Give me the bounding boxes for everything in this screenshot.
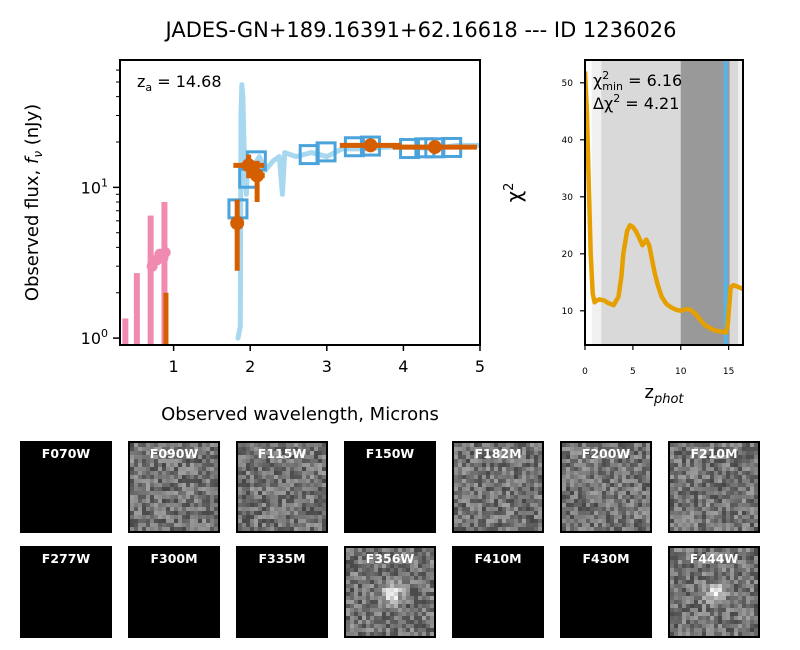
stamp-image-f115w — [238, 443, 326, 531]
stamp-f210m: F210M — [668, 441, 760, 533]
stamp-f300m: F300M — [128, 546, 220, 638]
chi2-annotation-min: χ2 min = 6.16 — [593, 69, 682, 93]
chi2-ytick-label: 10 — [562, 307, 574, 317]
stamp-image-f356w — [346, 548, 434, 636]
stamp-image-f210m — [670, 443, 758, 531]
stamp-label: F430M — [582, 551, 630, 566]
chi2-plot-area — [585, 60, 743, 345]
figure-title: JADES-GN+189.16391+62.16618 --- ID 12360… — [165, 18, 677, 42]
chi2-axes-frame — [584, 59, 744, 346]
stamp-label: F356W — [365, 551, 415, 566]
stamp-label: F444W — [689, 551, 739, 566]
stamp-f070w: F070W — [20, 441, 112, 533]
sed-faint-point — [159, 246, 171, 258]
stamp-label: F182M — [474, 446, 522, 461]
stamp-label: F090W — [149, 446, 199, 461]
stamp-f444w: F444W — [668, 546, 760, 638]
sed-xlabel: Observed wavelength, Microns — [161, 404, 439, 425]
stamp-image-f200w — [562, 443, 650, 531]
sed-xtick-label: 3 — [322, 357, 332, 376]
stamp-label: F210M — [690, 446, 738, 461]
stamp-f115w: F115W — [236, 441, 328, 533]
chi2-curve — [585, 71, 743, 335]
sed-upper-limit-bar — [161, 201, 168, 345]
stamp-label: F200W — [581, 446, 631, 461]
sed-observed-point-f200w — [241, 158, 256, 173]
sed-upper-limit-bar — [133, 273, 140, 345]
stamp-f430m: F430M — [560, 546, 652, 638]
sed-observed-point-f210m — [250, 168, 265, 183]
stamp-f335m: F335M — [236, 546, 328, 638]
stamp-f090w: F090W — [128, 441, 220, 533]
stamp-f182m: F182M — [452, 441, 544, 533]
sed-redshift-annotation: za = 14.68 — [137, 72, 222, 94]
sed-xtick-label: 5 — [475, 357, 485, 376]
stamp-label: F115W — [257, 446, 307, 461]
chi2-ytick-label: 50 — [562, 79, 574, 89]
sed-chart: 1 2 3 4 5 100 101 za = 14.68 Observed wavelength… — [22, 59, 485, 425]
sed-observed-point-f444w — [427, 140, 442, 155]
sed-observed-point-f356w — [363, 138, 378, 153]
sed-axes-frame — [119, 59, 481, 346]
chi2-xlabel: zphot — [645, 382, 685, 407]
stamp-f356w: F356W — [344, 546, 436, 638]
stamp-label: F070W — [41, 446, 91, 461]
sed-ytick-label: 101 — [81, 176, 108, 197]
stamp-f150w: F150W — [344, 441, 436, 533]
stamp-image-f444w — [670, 548, 758, 636]
stamp-image-f182m — [454, 443, 542, 531]
sed-upper-limit-bar — [147, 215, 154, 345]
sed-model-photometry-f300m — [315, 141, 337, 163]
stamp-label: F300M — [150, 551, 198, 566]
stamp-label: F410M — [474, 551, 522, 566]
stamp-f200w: F200W — [560, 441, 652, 533]
chi2-ytick-label: 20 — [562, 250, 574, 260]
sed-observed-point-f182m — [230, 216, 245, 231]
chi2-xtick-label: 0 — [582, 367, 588, 377]
chi2-ytick-label: 30 — [562, 193, 574, 203]
stamp-label: F277W — [41, 551, 91, 566]
sed-xtick-label: 4 — [398, 357, 408, 376]
chi2-xtick-label: 5 — [630, 367, 636, 377]
chi2-xtick-label: 15 — [723, 367, 734, 377]
chi2-confidence-band — [680, 60, 730, 345]
sed-upper-limit-bar — [122, 318, 129, 345]
sed-xtick-label: 1 — [169, 357, 179, 376]
sed-plot-area — [122, 82, 480, 345]
chi2-xtick-label: 10 — [675, 367, 687, 377]
stamp-f277w: F277W — [20, 546, 112, 638]
stamp-image-f090w — [130, 443, 218, 531]
stamp-label: F335M — [258, 551, 306, 566]
stamp-f410m: F410M — [452, 546, 544, 638]
sed-xtick-label: 2 — [245, 357, 255, 376]
sed-ytick-label: 100 — [81, 327, 108, 348]
chi2-ytick-label: 40 — [562, 136, 574, 146]
stamp-label: F150W — [365, 446, 415, 461]
chi2-ylabel: χ2 — [502, 183, 526, 203]
sed-ylabel: Observed flux, fν (nJy) — [22, 104, 45, 301]
chi2-annotation-delta: Δχ2 = 4.21 — [593, 92, 679, 113]
